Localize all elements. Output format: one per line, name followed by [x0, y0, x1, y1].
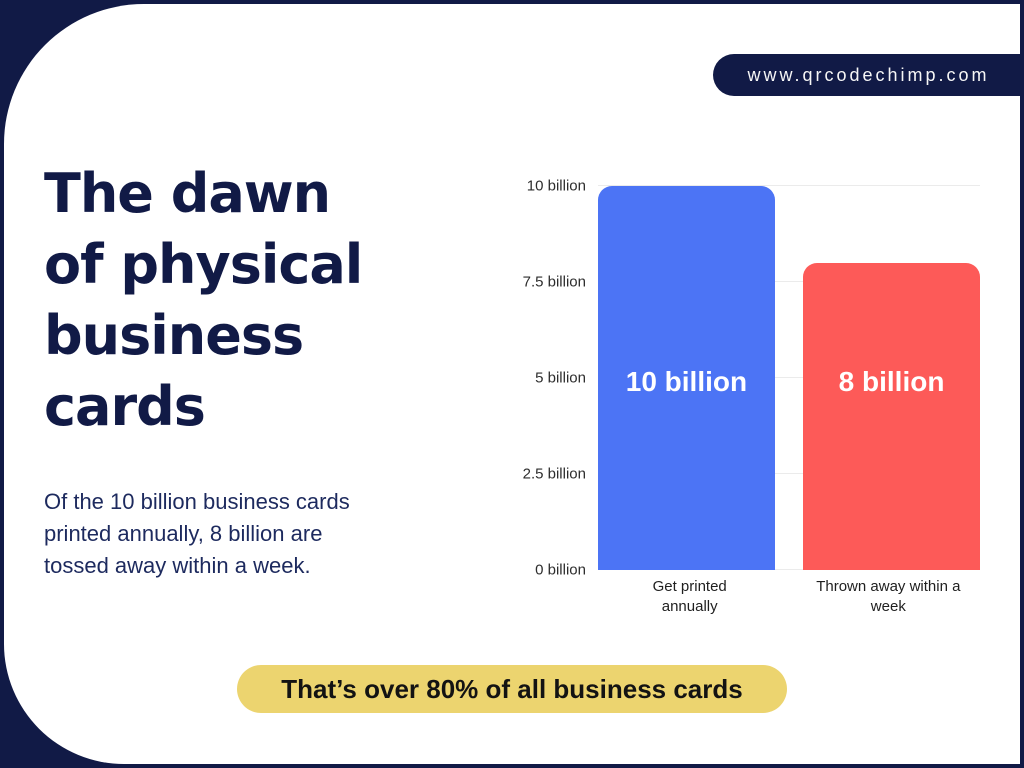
y-tick-label: 5 billion [535, 369, 586, 387]
bars: 10 billion 8 billion [598, 186, 980, 570]
gridline [598, 569, 980, 570]
website-url-text: www.qrcodechimp.com [747, 64, 990, 85]
bar-chart: 10 billion 8 billion [598, 185, 980, 570]
bar-0: 10 billion [598, 186, 775, 570]
y-tick-label: 0 billion [535, 561, 586, 579]
y-axis: 0 billion 2.5 billion 5 billion 7.5 billion… [380, 178, 586, 579]
gridline [598, 377, 980, 378]
callout-pill: That’s over 80% of all business cards [237, 665, 787, 713]
bar-value-label: 10 billion [625, 366, 748, 397]
y-tick-label: 7.5 billion [522, 273, 586, 291]
gridline [598, 185, 980, 186]
intro-text: Of the 10 billion business cards printed… [44, 489, 350, 578]
x-tick-label: Get printed annually [652, 578, 727, 615]
x-axis: Get printed annually Thrown away within a… [598, 577, 980, 617]
y-tick-label: 10 billion [526, 177, 586, 195]
website-url-pill[interactable]: www.qrcodechimp.com [713, 54, 1024, 96]
bar-value-label: 8 billion [838, 366, 945, 397]
x-tick-label: Thrown away within a week [816, 578, 961, 615]
page-title: The dawn of physical business cards [44, 162, 363, 438]
bar-1: 8 billion [803, 262, 980, 570]
y-tick-label: 2.5 billion [522, 465, 586, 483]
gridline [598, 473, 980, 474]
callout-text: That’s over 80% of all business cards [281, 673, 743, 704]
gridline [598, 281, 980, 282]
